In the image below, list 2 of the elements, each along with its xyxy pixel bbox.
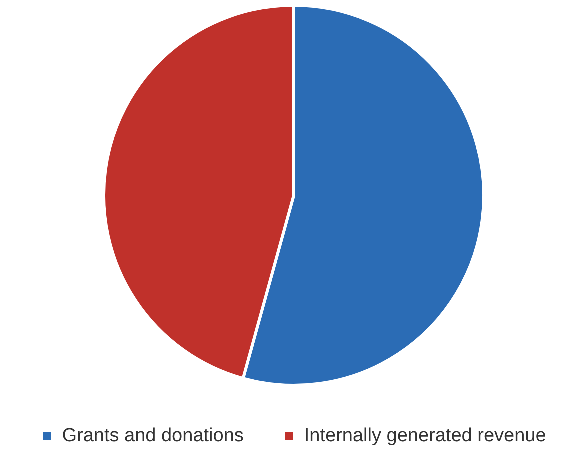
legend-label: Internally generated revenue (304, 426, 546, 447)
legend-label: Grants and donations (62, 426, 244, 447)
